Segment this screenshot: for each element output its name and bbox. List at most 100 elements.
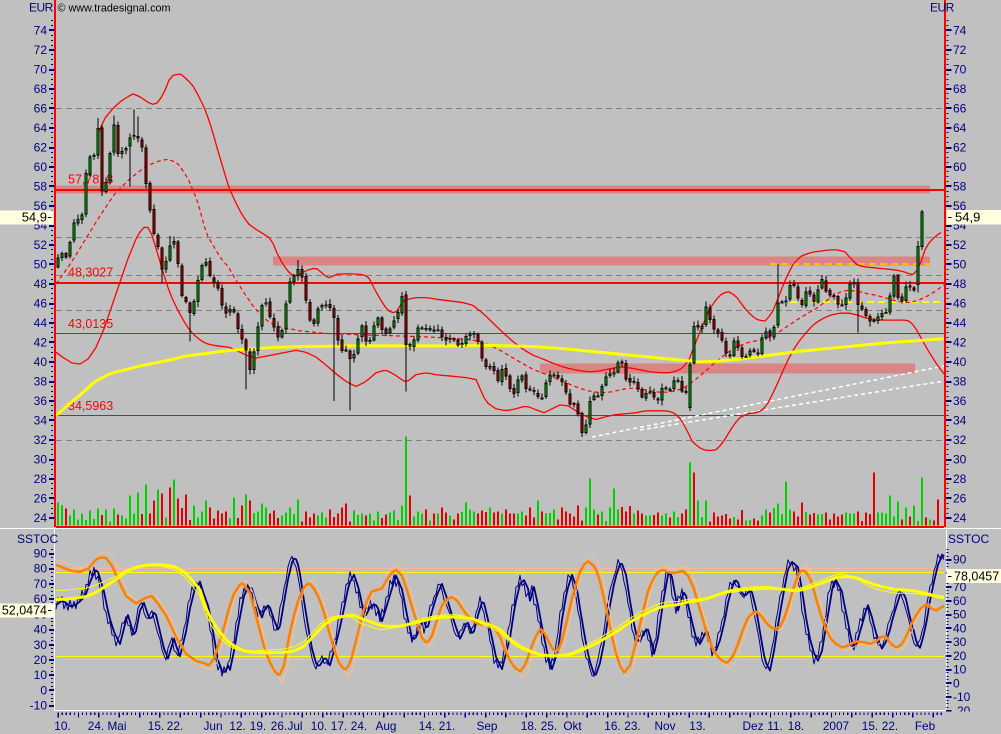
svg-text:32: 32 (953, 433, 967, 447)
svg-text:2007: 2007 (823, 719, 849, 733)
svg-text:40: 40 (953, 621, 967, 635)
svg-text:72: 72 (953, 43, 967, 57)
svg-text:74: 74 (953, 24, 967, 38)
svg-text:78,0457: 78,0457 (954, 570, 999, 584)
svg-text:54,9: 54,9 (22, 210, 47, 225)
svg-text:90: 90 (953, 553, 967, 567)
svg-text:EUR: EUR (29, 1, 54, 15)
svg-text:26: 26 (34, 492, 48, 506)
svg-text:25.: 25. (541, 719, 557, 733)
svg-text:54,9: 54,9 (955, 210, 980, 225)
svg-text:34,5963: 34,5963 (68, 399, 113, 413)
svg-text:50: 50 (953, 608, 967, 622)
svg-text:20: 20 (953, 649, 967, 663)
svg-text:66: 66 (34, 102, 48, 116)
svg-text:-10: -10 (953, 690, 971, 704)
svg-text:90: 90 (34, 547, 48, 561)
svg-text:60: 60 (953, 160, 967, 174)
svg-text:16.: 16. (604, 719, 620, 733)
svg-text:48: 48 (953, 277, 967, 291)
svg-text:26: 26 (953, 492, 967, 506)
svg-text:48: 48 (34, 277, 48, 291)
svg-text:52: 52 (34, 238, 48, 252)
svg-text:24.: 24. (88, 719, 104, 733)
svg-text:58: 58 (953, 180, 967, 194)
svg-text:38: 38 (34, 375, 48, 389)
svg-text:17.: 17. (331, 719, 347, 733)
svg-text:24: 24 (34, 511, 48, 525)
svg-text:19.: 19. (250, 719, 266, 733)
svg-text:0: 0 (953, 676, 960, 690)
svg-text:43,0135: 43,0135 (68, 317, 113, 331)
svg-text:28: 28 (953, 472, 967, 486)
svg-text:15.: 15. (148, 719, 164, 733)
svg-text:28: 28 (34, 472, 48, 486)
svg-text:80: 80 (34, 562, 48, 576)
svg-text:42: 42 (34, 336, 48, 350)
svg-text:40: 40 (34, 355, 48, 369)
svg-text:34: 34 (34, 414, 48, 428)
svg-text:40: 40 (34, 623, 48, 637)
svg-text:18.: 18. (521, 719, 537, 733)
svg-text:56: 56 (34, 199, 48, 213)
svg-text:Feb: Feb (915, 719, 936, 733)
svg-text:30: 30 (34, 638, 48, 652)
svg-text:70: 70 (953, 63, 967, 77)
svg-text:Aug: Aug (376, 719, 397, 733)
svg-text:60: 60 (34, 592, 48, 606)
svg-text:62: 62 (953, 141, 967, 155)
svg-text:60: 60 (953, 594, 967, 608)
svg-text:-10: -10 (30, 699, 48, 713)
svg-text:44: 44 (34, 316, 48, 330)
svg-text:SSTOC: SSTOC (17, 532, 58, 546)
svg-text:68: 68 (34, 82, 48, 96)
svg-text:50: 50 (34, 258, 48, 272)
svg-text:70: 70 (34, 63, 48, 77)
svg-text:36: 36 (34, 394, 48, 408)
svg-text:64: 64 (34, 121, 48, 135)
svg-text:44: 44 (953, 316, 967, 330)
svg-text:13.: 13. (689, 719, 705, 733)
svg-text:Okt: Okt (563, 719, 582, 733)
svg-text:© www.tradesignal.com: © www.tradesignal.com (58, 3, 171, 15)
svg-text:38: 38 (953, 375, 967, 389)
svg-text:30: 30 (953, 453, 967, 467)
svg-text:62: 62 (34, 141, 48, 155)
svg-text:46: 46 (953, 297, 967, 311)
svg-text:12.: 12. (229, 719, 245, 733)
svg-text:24.: 24. (351, 719, 367, 733)
svg-text:60: 60 (34, 160, 48, 174)
svg-text:Sep: Sep (477, 719, 498, 733)
svg-text:30: 30 (953, 635, 967, 649)
svg-text:56: 56 (953, 199, 967, 213)
svg-text:52,0474: 52,0474 (2, 604, 47, 618)
svg-text:70: 70 (953, 580, 967, 594)
svg-text:23.: 23. (624, 719, 640, 733)
svg-text:34: 34 (953, 414, 967, 428)
svg-text:26.: 26. (271, 719, 287, 733)
svg-text:32: 32 (34, 433, 48, 447)
svg-text:48,3027: 48,3027 (68, 266, 113, 280)
svg-text:22.: 22. (167, 719, 183, 733)
svg-text:24: 24 (953, 511, 967, 525)
svg-text:Dez: Dez (743, 719, 764, 733)
svg-text:22.: 22. (882, 719, 898, 733)
svg-text:40: 40 (953, 355, 967, 369)
svg-text:0: 0 (40, 683, 47, 697)
svg-text:15.: 15. (862, 719, 878, 733)
svg-text:EUR: EUR (930, 1, 955, 15)
svg-text:74: 74 (34, 24, 48, 38)
svg-text:14.: 14. (419, 719, 435, 733)
svg-text:Jul: Jul (287, 719, 302, 733)
svg-text:66: 66 (953, 102, 967, 116)
svg-text:58: 58 (34, 180, 48, 194)
svg-text:Jun: Jun (203, 719, 222, 733)
svg-text:10: 10 (34, 668, 48, 682)
svg-text:Nov: Nov (655, 719, 676, 733)
svg-text:46: 46 (34, 297, 48, 311)
svg-text:21.: 21. (439, 719, 455, 733)
svg-text:52: 52 (953, 238, 967, 252)
svg-text:11.: 11. (767, 719, 783, 733)
svg-text:Mai: Mai (107, 719, 126, 733)
svg-text:10.: 10. (311, 719, 327, 733)
